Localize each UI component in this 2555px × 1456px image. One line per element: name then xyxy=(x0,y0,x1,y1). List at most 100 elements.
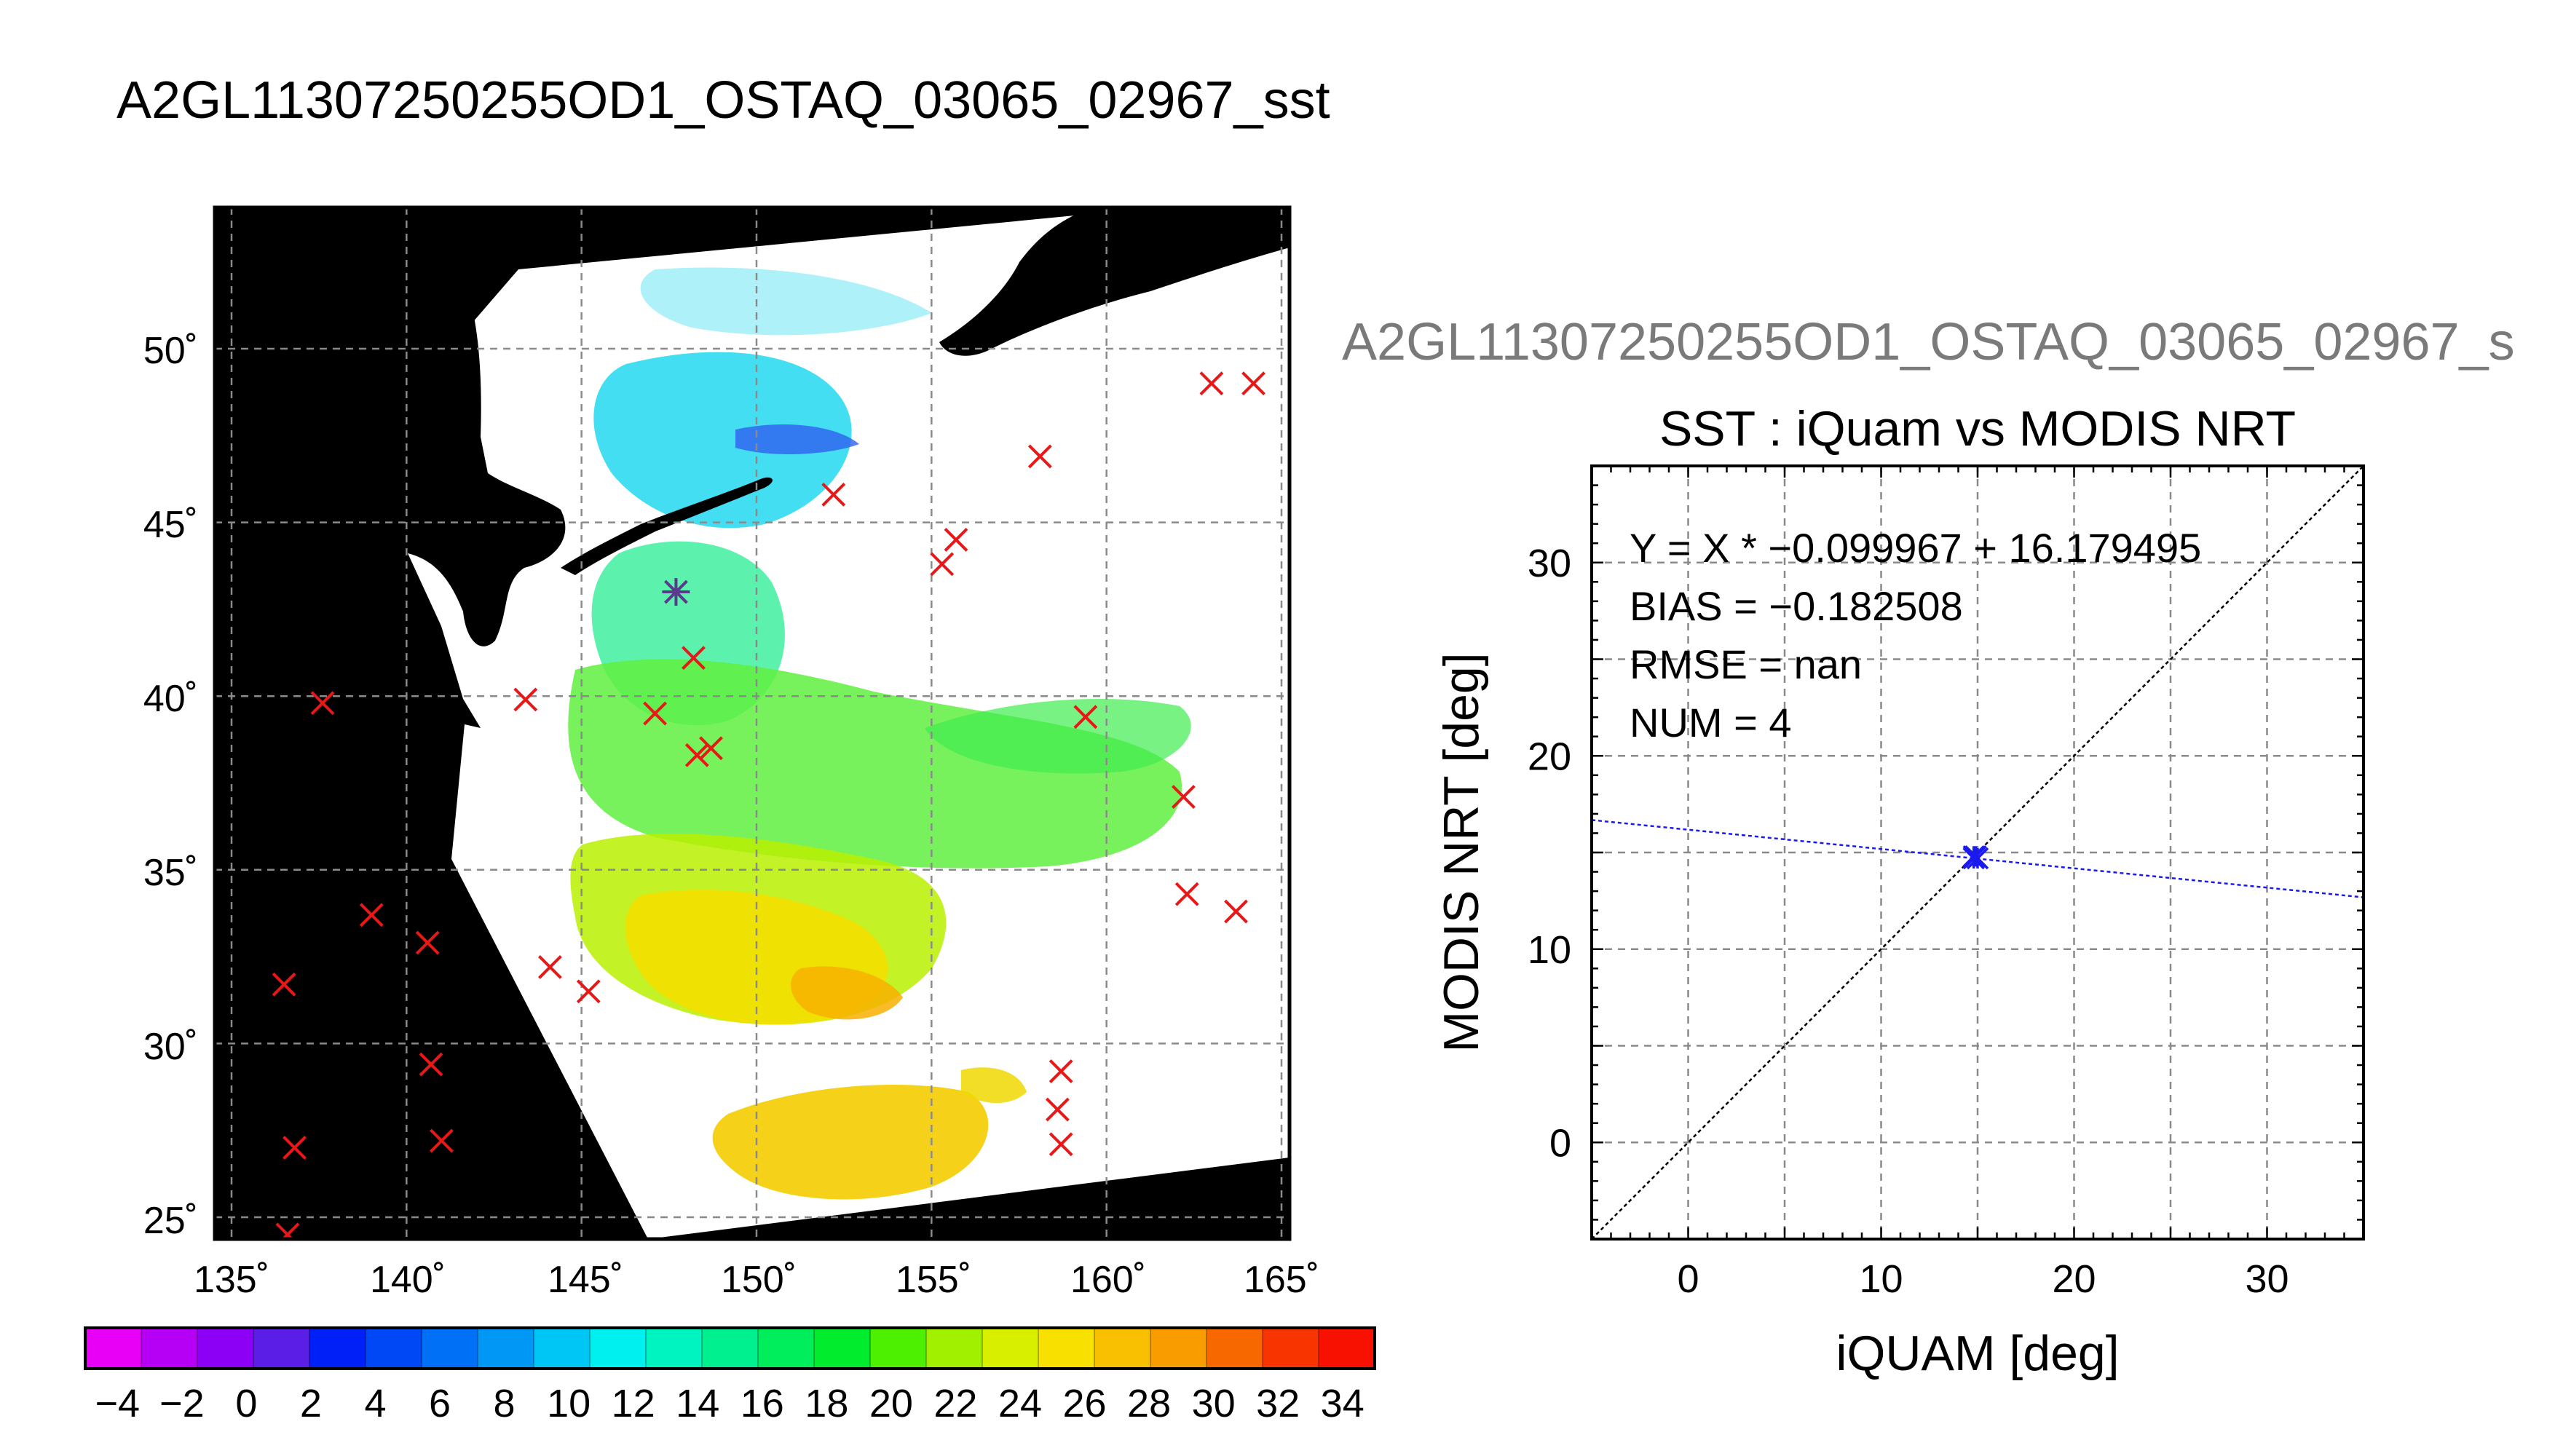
sst-region-green xyxy=(568,659,1182,869)
map-xtick-5: 160˚ xyxy=(1070,1259,1146,1301)
colorbar-swatch xyxy=(478,1328,534,1369)
colorbar: −4 −2 0 2 4 6 8 10 12 14 16 18 20 22 24 26 28 30 32 34 xyxy=(84,1326,1376,1425)
colorbar-tick-label: 20 xyxy=(869,1382,913,1425)
sst-region-yellow-south xyxy=(712,1085,989,1200)
scatter-xtick-label: 30 xyxy=(2245,1257,2289,1301)
map-marker xyxy=(1174,882,1199,906)
map-marker xyxy=(283,1136,307,1160)
map-markers xyxy=(272,371,1265,1239)
map-ytick-0: 25˚ xyxy=(143,1200,198,1242)
scatter-xlabel: iQUAM [deg] xyxy=(1836,1326,2119,1381)
map-marker xyxy=(310,691,335,716)
scatter-plot: 0 10 20 30 0 10 20 30 Y = X * −0.099967 + 16.17… xyxy=(1434,464,2365,1381)
map-marker xyxy=(1224,899,1248,924)
colorbar-tick-label: 10 xyxy=(547,1382,591,1425)
colorbar-swatch xyxy=(197,1328,254,1369)
scatter-ytick-label: 10 xyxy=(1528,928,1571,972)
colorbar-swatch xyxy=(309,1328,366,1369)
map-xtick-6: 165˚ xyxy=(1244,1259,1319,1301)
map-xtick-2: 145˚ xyxy=(548,1259,623,1301)
colorbar-swatch xyxy=(1207,1328,1263,1369)
colorbar-tick-label: 2 xyxy=(300,1382,322,1425)
scatter-point xyxy=(1962,845,1985,868)
colorbar-swatch xyxy=(85,1328,142,1369)
scatter-frame xyxy=(1590,464,2365,1241)
colorbar-tick-label: 24 xyxy=(998,1382,1042,1425)
colorbar-swatch xyxy=(646,1328,703,1369)
page-title: A2GL11307250255OD1_OSTAQ_03065_02967_sst xyxy=(117,71,1330,130)
colorbar-swatch xyxy=(1263,1328,1319,1369)
scatter-ytick-label: 0 xyxy=(1549,1121,1571,1165)
colorbar-tick-label: 14 xyxy=(676,1382,719,1425)
map-marker xyxy=(576,979,601,1004)
colorbar-tick-label: 6 xyxy=(429,1382,451,1425)
map-xtick-1: 140˚ xyxy=(370,1259,446,1301)
map-ytick-5: 50˚ xyxy=(143,330,198,372)
colorbar-tick-label: 8 xyxy=(494,1382,516,1425)
map-marker xyxy=(930,552,955,577)
colorbar-swatch xyxy=(1150,1328,1207,1369)
map-xtick-4: 155˚ xyxy=(896,1259,971,1301)
sst-map: 135˚ 140˚ 145˚ 150˚ 155˚ 160˚ 165˚ 25˚ 3… xyxy=(143,205,1319,1301)
sst-region-yellow-east xyxy=(961,1067,1027,1103)
scatter-ylabel: MODIS NRT [deg] xyxy=(1434,652,1489,1052)
map-xtick-0: 135˚ xyxy=(194,1259,269,1301)
map-marker xyxy=(419,1052,443,1077)
colorbar-labels: −4 −2 0 2 4 6 8 10 12 14 16 18 20 22 24 26 28 30 32 34 xyxy=(95,1382,1364,1425)
map-marker xyxy=(821,483,846,507)
sst-region-blue xyxy=(735,424,859,455)
map-marker xyxy=(699,736,723,761)
sst-region-cyan xyxy=(593,352,852,529)
map-marker xyxy=(1073,705,1098,729)
colorbar-tick-label: −2 xyxy=(159,1382,205,1425)
colorbar-tick-label: 28 xyxy=(1127,1382,1171,1425)
colorbar-swatches xyxy=(85,1328,1375,1369)
map-grid xyxy=(215,207,1290,1239)
colorbar-tick-label: 4 xyxy=(364,1382,386,1425)
scatter-xtick-label: 20 xyxy=(2052,1257,2096,1301)
stats-bias: BIAS = −0.182508 xyxy=(1630,583,1963,629)
colorbar-swatch xyxy=(1319,1328,1375,1369)
map-ytick-2: 35˚ xyxy=(143,852,198,894)
stats-num: NUM = 4 xyxy=(1630,700,1792,745)
map-marker xyxy=(275,1222,300,1239)
map-marker xyxy=(682,646,706,670)
map-ytick-4: 45˚ xyxy=(143,504,198,546)
map-ytick-3: 40˚ xyxy=(143,678,198,720)
colorbar-swatch xyxy=(702,1328,759,1369)
secondary-title: A2GL11307250255OD1_OSTAQ_03065_02967_s xyxy=(1342,313,2515,371)
map-marker xyxy=(684,743,709,767)
colorbar-tick-label: 12 xyxy=(612,1382,655,1425)
scatter-ytick-label: 20 xyxy=(1528,735,1571,778)
colorbar-swatch xyxy=(590,1328,647,1369)
colorbar-frame xyxy=(84,1326,1376,1370)
map-marker xyxy=(1241,371,1265,396)
colorbar-swatch xyxy=(814,1328,871,1369)
map-marker xyxy=(513,687,538,712)
colorbar-tick-label: 26 xyxy=(1062,1382,1106,1425)
map-marker xyxy=(1199,371,1224,396)
colorbar-tick-label: 22 xyxy=(933,1382,977,1425)
map-marker xyxy=(944,528,968,552)
map-marker xyxy=(643,701,668,726)
map-ytick-1: 30˚ xyxy=(143,1026,198,1068)
map-marker xyxy=(1049,1132,1073,1157)
scatter-ytick-label: 30 xyxy=(1528,542,1571,585)
map-marker xyxy=(429,1128,454,1153)
map-frame xyxy=(213,205,1292,1241)
colorbar-tick-label: 32 xyxy=(1256,1382,1300,1425)
colorbar-swatch xyxy=(982,1328,1039,1369)
map-xtick-3: 150˚ xyxy=(721,1259,797,1301)
colorbar-swatch xyxy=(758,1328,815,1369)
colorbar-swatch xyxy=(1094,1328,1151,1369)
scatter-xtick-label: 10 xyxy=(1859,1257,1903,1301)
colorbar-tick-label: 16 xyxy=(741,1382,784,1425)
scatter-title: SST : iQuam vs MODIS NRT xyxy=(1659,401,2296,456)
colorbar-tick-label: 30 xyxy=(1192,1382,1236,1425)
sst-region-green-east xyxy=(925,699,1191,774)
sst-region-cyan-north xyxy=(640,267,932,336)
map-marker xyxy=(415,930,440,955)
map-marker xyxy=(662,578,690,606)
stats-fit-equation: Y = X * −0.099967 + 16.179495 xyxy=(1630,525,2201,571)
land-sakhalin-hokkaido xyxy=(313,288,566,646)
